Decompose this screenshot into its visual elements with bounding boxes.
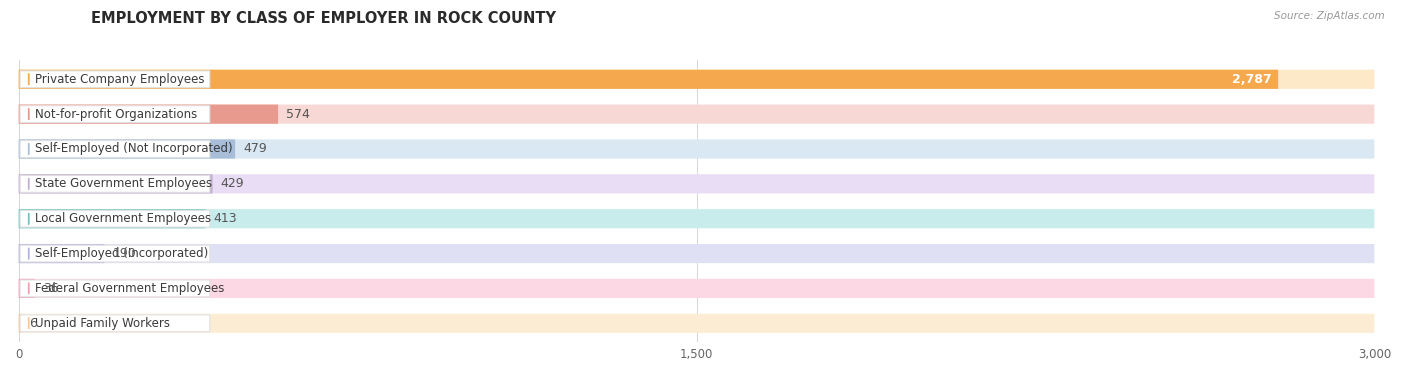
FancyBboxPatch shape [18, 314, 1375, 333]
FancyBboxPatch shape [18, 105, 278, 124]
Text: Unpaid Family Workers: Unpaid Family Workers [35, 317, 170, 330]
FancyBboxPatch shape [18, 209, 1375, 228]
FancyBboxPatch shape [20, 315, 209, 332]
Text: 413: 413 [214, 212, 238, 225]
Text: 6: 6 [30, 317, 38, 330]
FancyBboxPatch shape [20, 245, 209, 262]
Text: Not-for-profit Organizations: Not-for-profit Organizations [35, 108, 197, 121]
FancyBboxPatch shape [20, 141, 209, 158]
FancyBboxPatch shape [18, 209, 205, 228]
FancyBboxPatch shape [20, 71, 209, 88]
Text: Source: ZipAtlas.com: Source: ZipAtlas.com [1274, 11, 1385, 21]
Text: Local Government Employees: Local Government Employees [35, 212, 211, 225]
Text: 190: 190 [112, 247, 136, 260]
Text: Self-Employed (Not Incorporated): Self-Employed (Not Incorporated) [35, 143, 232, 156]
Text: Federal Government Employees: Federal Government Employees [35, 282, 225, 295]
FancyBboxPatch shape [18, 70, 1278, 89]
FancyBboxPatch shape [18, 174, 212, 193]
Text: Self-Employed (Incorporated): Self-Employed (Incorporated) [35, 247, 208, 260]
FancyBboxPatch shape [18, 105, 1375, 124]
FancyBboxPatch shape [18, 314, 21, 333]
FancyBboxPatch shape [20, 106, 209, 123]
FancyBboxPatch shape [20, 210, 209, 227]
Text: 2,787: 2,787 [1232, 73, 1271, 86]
FancyBboxPatch shape [18, 244, 104, 263]
FancyBboxPatch shape [18, 244, 1375, 263]
FancyBboxPatch shape [18, 279, 1375, 298]
FancyBboxPatch shape [20, 176, 209, 192]
FancyBboxPatch shape [18, 139, 1375, 159]
Text: Private Company Employees: Private Company Employees [35, 73, 204, 86]
FancyBboxPatch shape [20, 280, 209, 297]
Text: 36: 36 [44, 282, 59, 295]
Text: 429: 429 [221, 177, 245, 190]
FancyBboxPatch shape [18, 279, 35, 298]
Text: 479: 479 [243, 143, 267, 156]
FancyBboxPatch shape [18, 174, 1375, 193]
Text: 574: 574 [287, 108, 311, 121]
Text: State Government Employees: State Government Employees [35, 177, 212, 190]
Text: EMPLOYMENT BY CLASS OF EMPLOYER IN ROCK COUNTY: EMPLOYMENT BY CLASS OF EMPLOYER IN ROCK … [91, 11, 557, 26]
FancyBboxPatch shape [18, 70, 1375, 89]
FancyBboxPatch shape [18, 139, 235, 159]
